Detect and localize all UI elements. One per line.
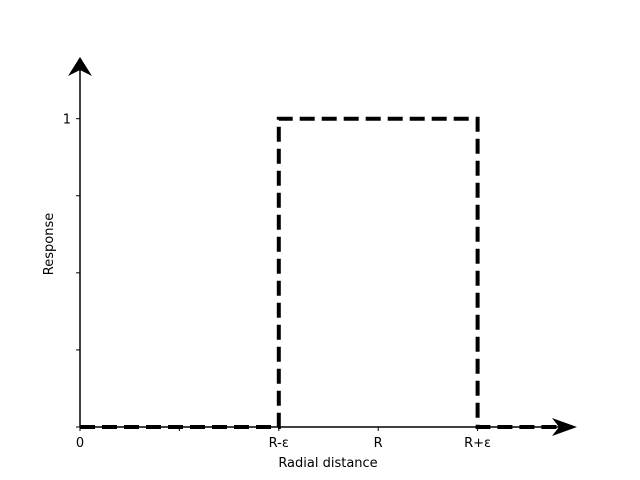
x-tick-group: 0 R-ε R R+ε [76,427,491,451]
series-line [80,119,572,427]
x-tick-label: R-ε [269,436,289,451]
y-tick-group: 1 [63,113,80,427]
x-tick-label: R+ε [464,436,491,451]
x-tick-label: 0 [76,436,84,451]
y-tick-label: 1 [63,113,71,128]
series-group [80,119,572,427]
y-axis-label: Response [42,213,57,275]
x-axis-label: Radial distance [278,456,377,471]
x-tick-label: R [374,436,383,451]
